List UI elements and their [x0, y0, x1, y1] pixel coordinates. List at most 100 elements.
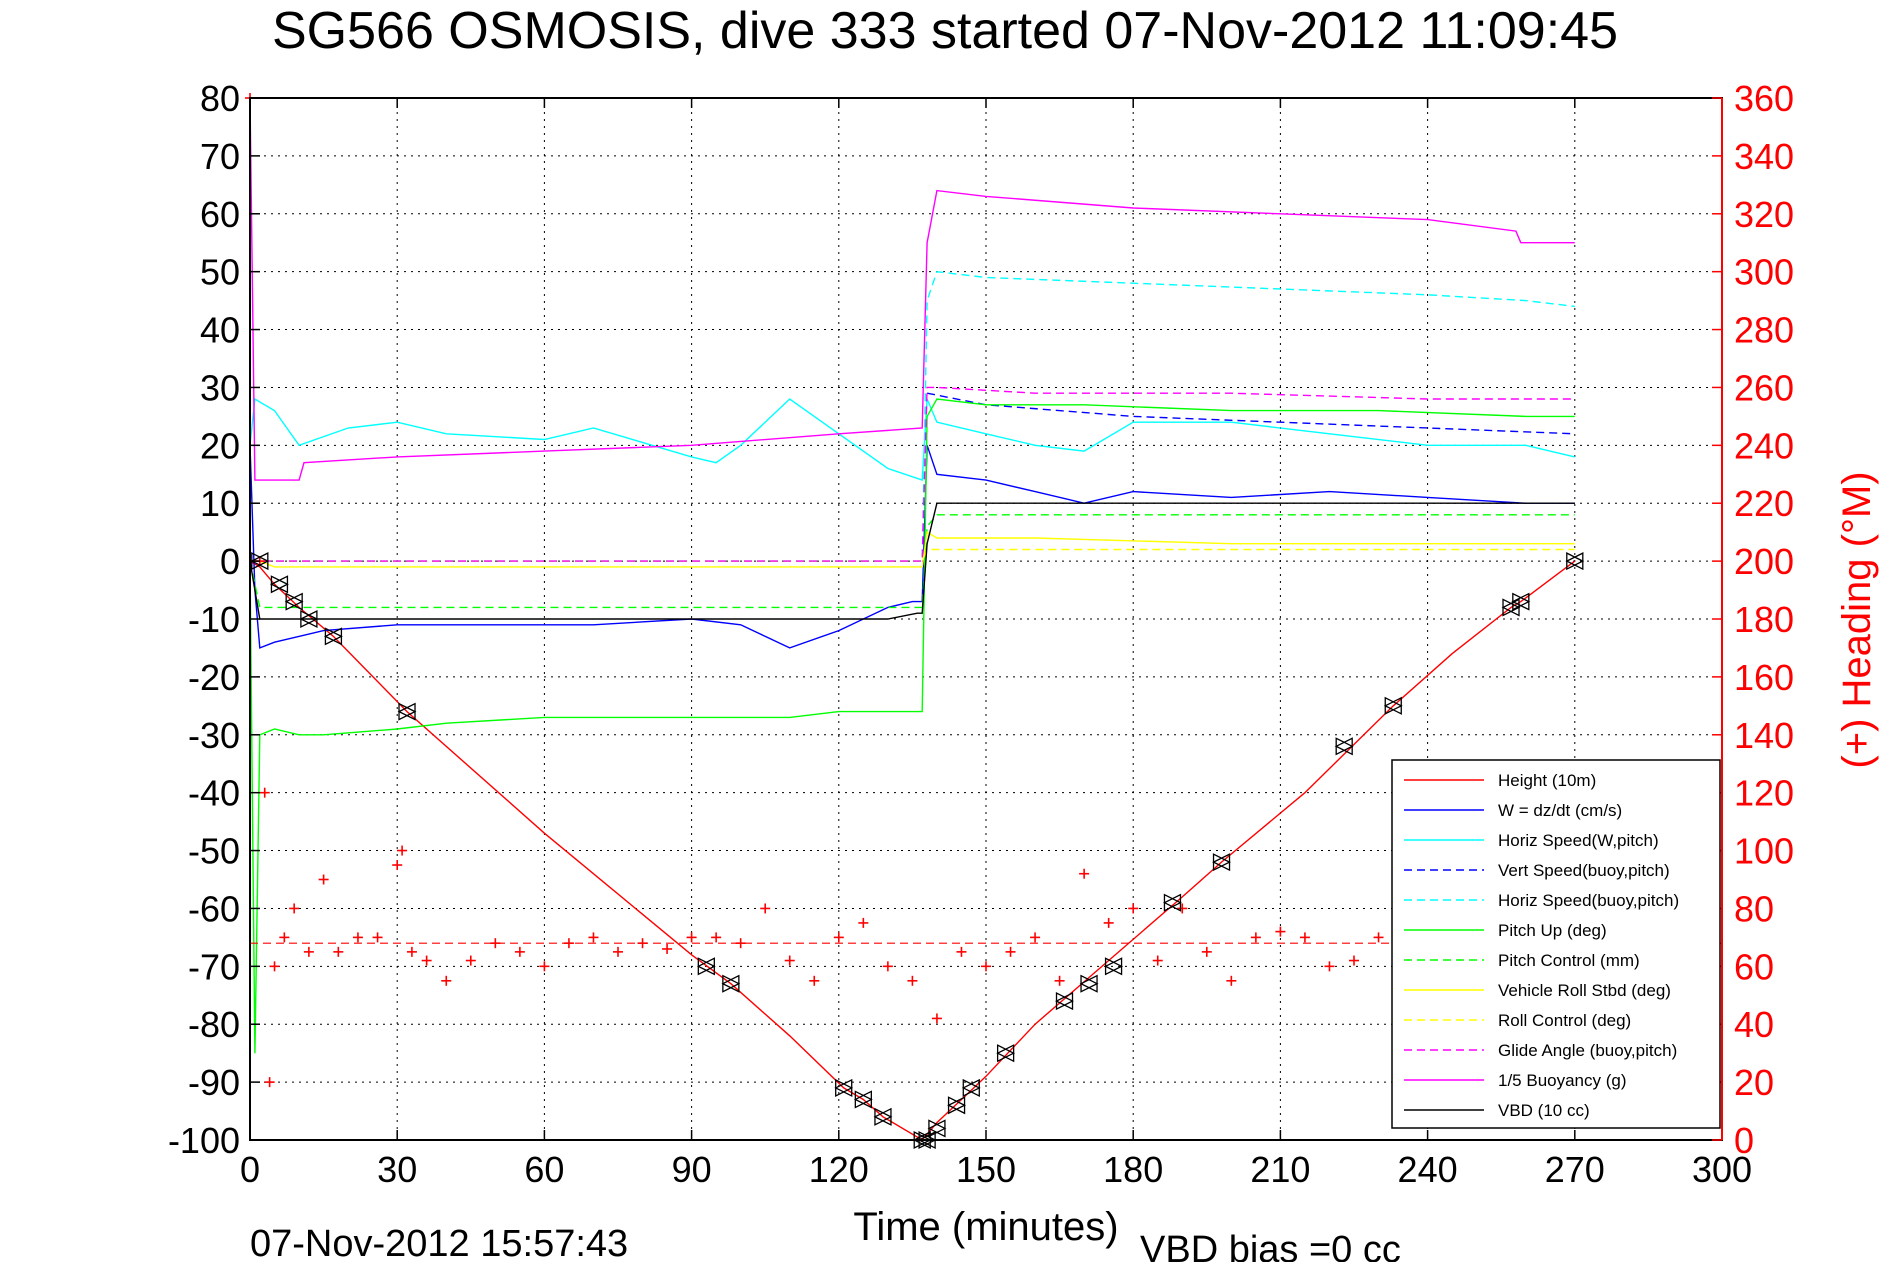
- y-tick-label: 50: [200, 252, 240, 293]
- y-tick-label: 70: [200, 136, 240, 177]
- dive-marker: [397, 702, 417, 721]
- y-tick-label: 60: [200, 194, 240, 235]
- dive-marker: [853, 1090, 873, 1109]
- y2-tick-label: 40: [1734, 1004, 1774, 1045]
- dive-marker: [996, 1044, 1016, 1063]
- legend-label-1: W = dz/dt (cm/s): [1498, 801, 1622, 820]
- dive-marker: [1334, 737, 1354, 756]
- heading-point: [1005, 946, 1016, 957]
- dive-marker-right: [874, 1107, 893, 1126]
- y2-tick-label: 100: [1734, 831, 1794, 872]
- heading-point: [1299, 932, 1310, 943]
- dive-marker-right: [270, 575, 289, 594]
- x-tick-label: 300: [1692, 1149, 1752, 1190]
- dive-marker: [1162, 893, 1182, 912]
- x-tick-label: 210: [1250, 1149, 1310, 1190]
- heading-point: [465, 955, 476, 966]
- dive-marker: [1501, 598, 1521, 617]
- dive-marker-right: [996, 1044, 1016, 1063]
- heading-point: [397, 845, 408, 856]
- series-line-5: [249, 398, 1575, 1054]
- legend-label-8: Roll Control (deg): [1498, 1011, 1631, 1030]
- heading-point: [289, 903, 300, 914]
- legend-box: [1391, 759, 1721, 1129]
- y2-tick-label: 120: [1734, 773, 1794, 814]
- y-tick-label: -30: [188, 715, 240, 756]
- dive-marker: [269, 575, 289, 594]
- heading-point: [686, 932, 697, 943]
- heading-point: [1128, 903, 1139, 914]
- series-line-7: [250, 531, 1575, 568]
- y-tick-label: -20: [188, 657, 240, 698]
- dive-marker: [947, 1096, 967, 1115]
- heading-point: [1030, 932, 1041, 943]
- heading-point: [1275, 926, 1286, 937]
- series-line-9: [250, 386, 1575, 562]
- dive-marker: [323, 627, 343, 646]
- series-line-1: [249, 445, 1575, 649]
- dive-marker-right: [300, 609, 319, 629]
- heading-point: [372, 932, 383, 943]
- heading-point: [956, 946, 967, 957]
- dive-marker-right: [697, 957, 716, 976]
- heading-point: [882, 961, 893, 972]
- y-tick-label: -10: [188, 599, 240, 640]
- heading-point: [981, 961, 991, 972]
- dive-marker: [1383, 696, 1403, 715]
- legend-label-9: Glide Angle (buoy,pitch): [1498, 1041, 1677, 1060]
- y-tick-label: 20: [200, 425, 240, 466]
- legend-label-3: Vert Speed(buoy,pitch): [1498, 861, 1670, 880]
- series-line-3: [926, 392, 1575, 435]
- heading-point: [662, 943, 673, 954]
- dive-marker-right: [1055, 992, 1074, 1011]
- dive-marker: [1565, 552, 1585, 571]
- dive-marker-right: [947, 1096, 967, 1115]
- y-tick-label: 0: [220, 541, 240, 582]
- dive-marker-right: [835, 1078, 854, 1097]
- heading-point: [858, 917, 869, 928]
- heading-point: [1054, 975, 1065, 986]
- y-tick-label: -70: [188, 946, 240, 987]
- heading-point: [514, 946, 525, 957]
- dive-marker: [1079, 974, 1099, 993]
- y2-tick-label: 320: [1734, 194, 1794, 235]
- dive-marker: [834, 1078, 854, 1097]
- dive-marker-right: [1080, 974, 1099, 993]
- y2-tick-label: 240: [1734, 425, 1794, 466]
- dive-marker-right: [722, 974, 741, 993]
- legend: Height (10m) W = dz/dt (cm/s) Horiz Speed(…: [1391, 759, 1721, 1129]
- x-tick-label: 270: [1545, 1149, 1605, 1190]
- heading-point: [1079, 868, 1090, 879]
- dive-marker-right: [1384, 696, 1403, 715]
- heading-point: [1349, 955, 1359, 966]
- y2-tick-label: 20: [1734, 1062, 1774, 1103]
- footer-timestamp: 07-Nov-2012 15:57:43: [250, 1223, 628, 1262]
- heading-point: [637, 938, 648, 949]
- legend-label-0: Height (10m): [1498, 771, 1596, 790]
- dive-marker: [696, 957, 716, 976]
- heading-point: [1250, 932, 1261, 943]
- dive-marker-right: [1212, 853, 1231, 872]
- x-tick-label: 240: [1398, 1149, 1458, 1190]
- series-line-8: [250, 548, 1575, 562]
- dive-marker-right: [854, 1090, 873, 1109]
- chart-title: SG566 OSMOSIS, dive 333 started 07-Nov-2…: [272, 2, 1618, 60]
- dive-marker: [1104, 957, 1124, 976]
- heading-point: [421, 955, 432, 966]
- heading-point: [1152, 955, 1163, 966]
- heading-point: [279, 932, 290, 943]
- legend-label-10: 1/5 Buoyancy (g): [1498, 1071, 1627, 1090]
- legend-label-2: Horiz Speed(W,pitch): [1498, 831, 1659, 850]
- heading-point: [907, 975, 918, 986]
- heading-point: [760, 903, 771, 914]
- heading-point: [406, 946, 417, 957]
- heading-point: [1226, 975, 1237, 986]
- dive-marker: [284, 592, 304, 611]
- heading-point: [563, 938, 574, 949]
- x-tick-label: 0: [240, 1149, 260, 1190]
- dive-marker: [1055, 992, 1074, 1011]
- heading-point: [784, 955, 795, 966]
- heading-point: [490, 938, 501, 949]
- series-layer: [249, 97, 1576, 1141]
